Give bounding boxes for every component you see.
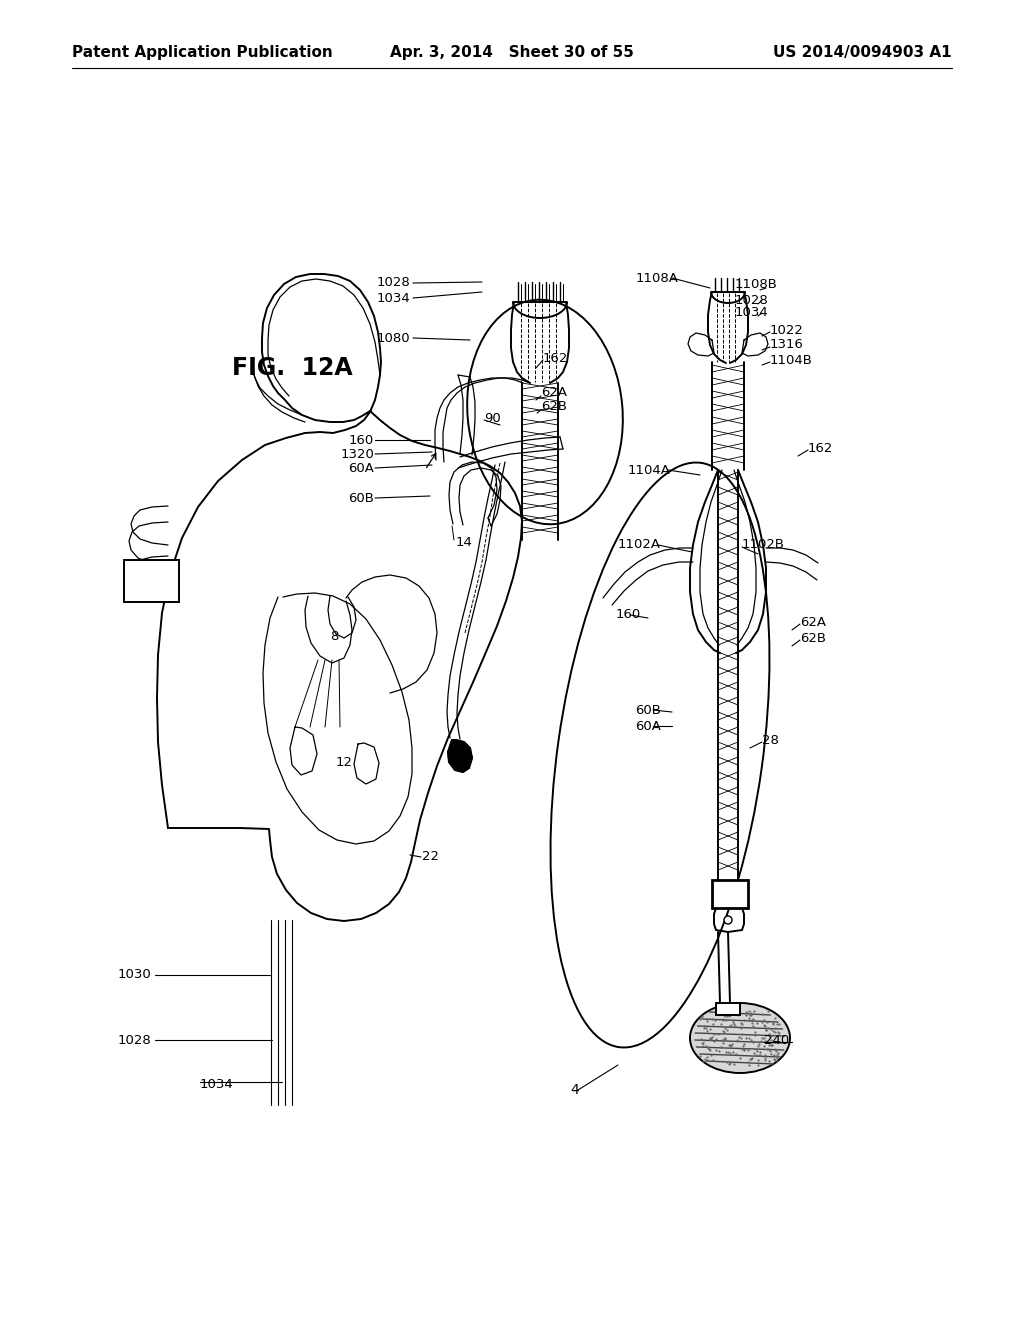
- Text: 62B: 62B: [541, 400, 567, 413]
- Text: 60B: 60B: [348, 491, 374, 504]
- Text: 62B: 62B: [800, 631, 826, 644]
- Text: 1028: 1028: [735, 293, 769, 306]
- FancyBboxPatch shape: [124, 560, 179, 602]
- Text: 1102A: 1102A: [618, 539, 662, 552]
- Text: 1034: 1034: [200, 1078, 233, 1092]
- Text: 28: 28: [762, 734, 779, 747]
- Text: 14: 14: [456, 536, 473, 549]
- Text: 62A: 62A: [541, 387, 567, 400]
- Text: 1080: 1080: [377, 331, 411, 345]
- Circle shape: [724, 916, 732, 924]
- Text: 60A: 60A: [348, 462, 374, 474]
- Text: 1028: 1028: [118, 1034, 152, 1047]
- Text: 60B: 60B: [635, 704, 660, 717]
- Text: 1104A: 1104A: [628, 463, 671, 477]
- Text: 1034: 1034: [735, 306, 769, 319]
- Ellipse shape: [690, 1003, 790, 1073]
- Text: 1320: 1320: [340, 447, 374, 461]
- Text: 60A: 60A: [635, 719, 660, 733]
- Text: FIG.  12A: FIG. 12A: [232, 356, 352, 380]
- Text: 1030: 1030: [118, 969, 152, 982]
- Text: 1108B: 1108B: [735, 279, 778, 292]
- Text: 12: 12: [336, 755, 352, 768]
- Text: 4: 4: [570, 1082, 579, 1097]
- Text: 1102B: 1102B: [742, 539, 785, 552]
- Bar: [712, 880, 748, 908]
- Text: 1104B: 1104B: [770, 354, 813, 367]
- Text: 160: 160: [616, 609, 641, 622]
- Text: 1316: 1316: [770, 338, 804, 351]
- Text: 90: 90: [484, 412, 501, 425]
- Text: 162: 162: [543, 351, 568, 364]
- Text: 162: 162: [808, 441, 834, 454]
- Text: 160: 160: [349, 433, 374, 446]
- Text: Patent Application Publication: Patent Application Publication: [72, 45, 333, 59]
- Text: 1026: 1026: [127, 574, 159, 587]
- Text: 8: 8: [330, 631, 338, 644]
- Polygon shape: [449, 741, 472, 772]
- Text: 1022: 1022: [770, 323, 804, 337]
- Text: 22: 22: [422, 850, 439, 863]
- Bar: [716, 1003, 740, 1015]
- Text: 1108A: 1108A: [636, 272, 679, 285]
- Text: 1028: 1028: [377, 276, 411, 289]
- Text: 240: 240: [764, 1034, 790, 1047]
- Text: 62A: 62A: [800, 615, 826, 628]
- Text: US 2014/0094903 A1: US 2014/0094903 A1: [773, 45, 952, 59]
- Text: 1034: 1034: [377, 292, 411, 305]
- Text: Apr. 3, 2014   Sheet 30 of 55: Apr. 3, 2014 Sheet 30 of 55: [390, 45, 634, 59]
